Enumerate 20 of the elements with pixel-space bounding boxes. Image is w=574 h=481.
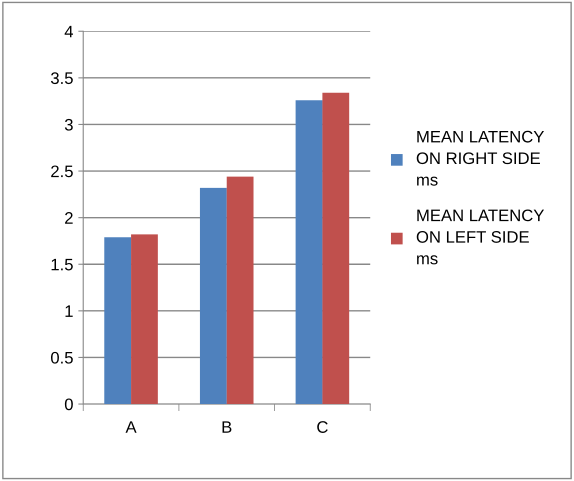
y-tick-label: 1	[66, 305, 73, 317]
y-tick-label: 3.5	[50, 72, 73, 84]
y-tick-label: 2.5	[51, 165, 73, 178]
bar	[226, 176, 254, 404]
x-tick-label: A	[126, 421, 137, 433]
y-tick-label: 3	[64, 118, 73, 131]
x-tick-label: C	[317, 421, 328, 433]
bar	[322, 92, 350, 404]
bar	[200, 188, 227, 404]
legend-label: MEAN LATENCY ON RIGHT SIDE ms	[416, 130, 544, 186]
bar	[104, 237, 132, 404]
x-tick-label: B	[222, 421, 232, 433]
bar	[131, 234, 158, 404]
bar	[296, 100, 322, 404]
legend-label: MEAN LATENCY ON LEFT SIDE ms	[416, 209, 544, 264]
y-tick-label: 2	[65, 212, 73, 224]
y-tick-label: 4	[64, 26, 74, 38]
y-tick-label: 0.5	[50, 352, 73, 364]
y-tick-label: 1.5	[52, 258, 73, 270]
y-tick-label: 0	[64, 398, 73, 410]
